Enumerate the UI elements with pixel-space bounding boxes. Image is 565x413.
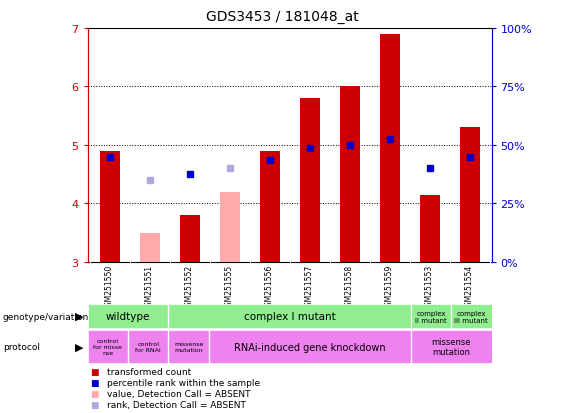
- Text: protocol: protocol: [3, 342, 40, 351]
- Text: GDS3453 / 181048_at: GDS3453 / 181048_at: [206, 10, 359, 24]
- Text: ■: ■: [90, 367, 99, 376]
- Text: wildtype: wildtype: [106, 311, 150, 321]
- Text: complex
III mutant: complex III mutant: [454, 310, 488, 323]
- Bar: [459, 128, 480, 262]
- Bar: [209, 330, 411, 363]
- Bar: [411, 330, 492, 363]
- Text: ■: ■: [90, 389, 99, 398]
- Text: GSM251553: GSM251553: [425, 264, 434, 310]
- Bar: [180, 216, 199, 262]
- Text: control
for RNAi: control for RNAi: [136, 341, 161, 352]
- Text: GSM251558: GSM251558: [345, 264, 354, 310]
- Bar: [168, 330, 209, 363]
- Bar: [380, 35, 399, 262]
- Text: ■: ■: [90, 378, 99, 387]
- Bar: [299, 99, 320, 262]
- Text: control
for misse
nse: control for misse nse: [93, 338, 122, 355]
- Text: ▶: ▶: [75, 342, 84, 352]
- Bar: [411, 304, 451, 329]
- Text: value, Detection Call = ABSENT: value, Detection Call = ABSENT: [107, 389, 251, 398]
- Text: genotype/variation: genotype/variation: [3, 312, 89, 321]
- Text: GSM251557: GSM251557: [305, 264, 314, 310]
- Text: percentile rank within the sample: percentile rank within the sample: [107, 378, 260, 387]
- Text: GSM251559: GSM251559: [385, 264, 394, 310]
- Text: missense
mutation: missense mutation: [174, 341, 203, 352]
- Text: missense
mutation: missense mutation: [432, 337, 471, 356]
- Text: complex I mutant: complex I mutant: [244, 311, 336, 321]
- Bar: [140, 233, 159, 262]
- Text: GSM251550: GSM251550: [105, 264, 114, 310]
- Text: GSM251555: GSM251555: [225, 264, 234, 310]
- Text: GSM251554: GSM251554: [465, 264, 474, 310]
- Bar: [88, 330, 128, 363]
- Text: transformed count: transformed count: [107, 367, 192, 376]
- Text: rank, Detection Call = ABSENT: rank, Detection Call = ABSENT: [107, 400, 246, 409]
- Text: GSM251551: GSM251551: [145, 264, 154, 310]
- Text: GSM251552: GSM251552: [185, 264, 194, 310]
- Text: GSM251556: GSM251556: [265, 264, 274, 310]
- Bar: [451, 304, 492, 329]
- Bar: [99, 152, 120, 262]
- Bar: [259, 152, 280, 262]
- Text: complex
II mutant: complex II mutant: [415, 310, 447, 323]
- Text: RNAi-induced gene knockdown: RNAi-induced gene knockdown: [234, 342, 385, 352]
- Bar: [220, 192, 240, 262]
- Bar: [128, 330, 168, 363]
- Bar: [340, 87, 359, 262]
- Bar: [420, 195, 440, 262]
- Text: ■: ■: [90, 400, 99, 409]
- Bar: [88, 304, 168, 329]
- Text: ▶: ▶: [75, 311, 84, 321]
- Bar: [168, 304, 411, 329]
